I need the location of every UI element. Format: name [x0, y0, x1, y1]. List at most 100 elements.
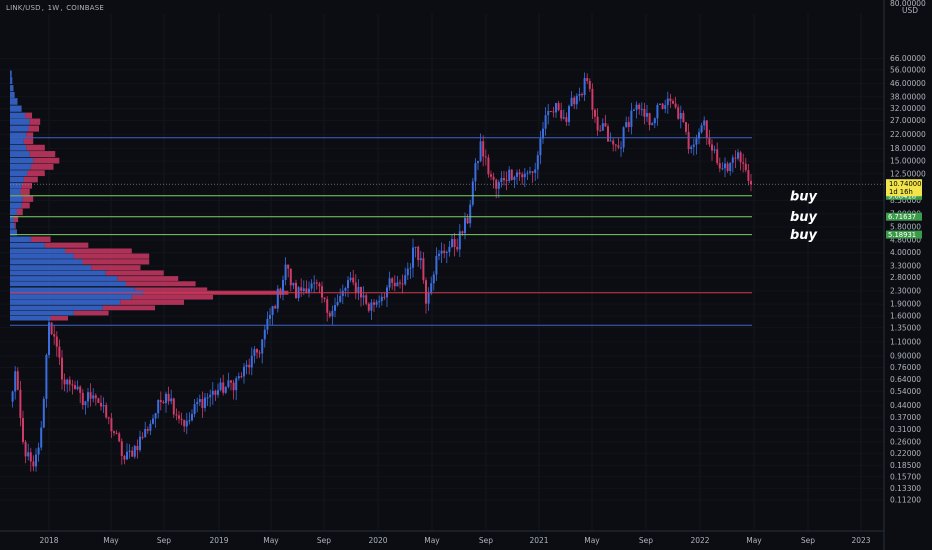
y-tick-label: 0.22000	[890, 449, 921, 458]
candle-body	[625, 122, 628, 128]
y-tick-label: 8.50000	[890, 196, 921, 205]
profile-up-bar	[10, 215, 14, 223]
candle-body	[643, 108, 646, 117]
profile-up-bar	[10, 77, 13, 85]
candle-body	[666, 98, 669, 106]
candle-body	[256, 349, 258, 353]
candle-body	[170, 398, 173, 402]
y-tick-label: 22.00000	[890, 130, 926, 139]
y-tick-label: 56.00000	[890, 65, 926, 74]
candle-body	[245, 364, 248, 367]
profile-down-bar	[102, 305, 155, 311]
y-tick-label: 0.54000	[890, 387, 921, 396]
candle-body	[383, 296, 386, 298]
candle-body	[627, 122, 630, 127]
candle-body	[321, 286, 323, 298]
candle-body	[692, 144, 695, 147]
candle-body	[193, 404, 196, 414]
candle-body	[471, 181, 474, 205]
candle-body	[635, 104, 638, 110]
candle-body	[315, 282, 318, 284]
candle-body	[61, 357, 63, 380]
y-tick-label: 12.50000	[890, 169, 926, 178]
profile-down-bar	[134, 287, 208, 291]
candle-body	[443, 250, 446, 253]
candle-body	[596, 116, 599, 131]
candle-body	[604, 123, 607, 127]
candle-body	[731, 157, 734, 163]
profile-up-bar	[10, 222, 15, 229]
buy-annotation: buy	[790, 210, 818, 225]
candle-body	[570, 97, 573, 107]
candle-body	[50, 322, 53, 335]
y-tick-label: 0.76000	[890, 363, 921, 372]
candle-body	[391, 278, 394, 283]
level-tag-bg	[886, 230, 922, 239]
candle-body	[107, 417, 110, 419]
candle-body	[404, 275, 407, 285]
profile-up-bar	[10, 195, 23, 202]
candle-body	[399, 282, 401, 284]
x-tick-label: Sep	[479, 536, 493, 545]
y-tick-label: 0.37000	[890, 413, 921, 422]
profile-up-bar	[10, 98, 18, 105]
profile-up-bar	[10, 236, 31, 242]
profile-down-bar	[33, 157, 60, 164]
candle-body	[230, 380, 232, 383]
horizontal-levels[interactable]: buy buy buy	[10, 137, 884, 326]
y-tick-label: 1.35000	[890, 323, 921, 332]
profile-up-bar	[10, 299, 121, 305]
profile-down-bar	[29, 151, 56, 158]
profile-down-bar	[50, 315, 68, 321]
candle-body	[536, 155, 539, 170]
profile-down-bar	[21, 202, 30, 209]
candle-body	[739, 152, 742, 163]
candle-body	[490, 174, 492, 177]
candle-body	[188, 420, 191, 422]
candle-body	[113, 431, 115, 433]
candle-body	[656, 104, 659, 119]
candle-body	[357, 286, 360, 293]
candle-body	[136, 446, 139, 451]
y-tick-label: 46.00000	[890, 79, 926, 88]
candle-body	[601, 123, 604, 131]
candle-body	[279, 288, 282, 295]
candle-body	[370, 302, 373, 311]
candle-body	[640, 108, 643, 110]
candle-body	[266, 318, 269, 330]
candle-body	[612, 140, 615, 145]
candle-body	[167, 393, 170, 402]
x-tick-label: 2021	[529, 536, 548, 545]
candle-body	[352, 277, 355, 283]
candle-body	[664, 105, 667, 109]
symbol-label[interactable]: LINK/USD	[6, 4, 41, 12]
candle-body	[607, 126, 609, 142]
candle-body	[37, 447, 40, 455]
interval-label[interactable]: 1W	[47, 4, 60, 12]
candle-body	[638, 104, 641, 110]
candle-body	[705, 120, 708, 139]
candle-body	[362, 295, 365, 298]
candle-body	[440, 250, 443, 254]
candle-body	[302, 288, 305, 291]
candle-body	[534, 169, 537, 173]
candle-body	[217, 390, 219, 395]
candle-body	[201, 399, 204, 408]
profile-up-bar	[10, 253, 74, 259]
candle-body	[614, 144, 617, 146]
candle-body	[287, 264, 290, 269]
profile-down-bar	[26, 144, 45, 151]
time-axis[interactable]: 2018 May Sep 2019 May Sep 2020 May Sep 2021 May Sep…	[0, 530, 884, 545]
y-top-label: 80.00000	[890, 0, 926, 8]
candle-body	[347, 280, 349, 289]
profile-up-bar	[10, 70, 12, 77]
x-tick-label: May	[263, 536, 279, 545]
candle-body	[27, 452, 30, 457]
candle-body	[505, 180, 508, 182]
candle-body	[55, 336, 58, 347]
candle-body	[508, 169, 511, 181]
candle-body	[250, 355, 253, 368]
exchange-label: COINBASE	[66, 4, 104, 12]
